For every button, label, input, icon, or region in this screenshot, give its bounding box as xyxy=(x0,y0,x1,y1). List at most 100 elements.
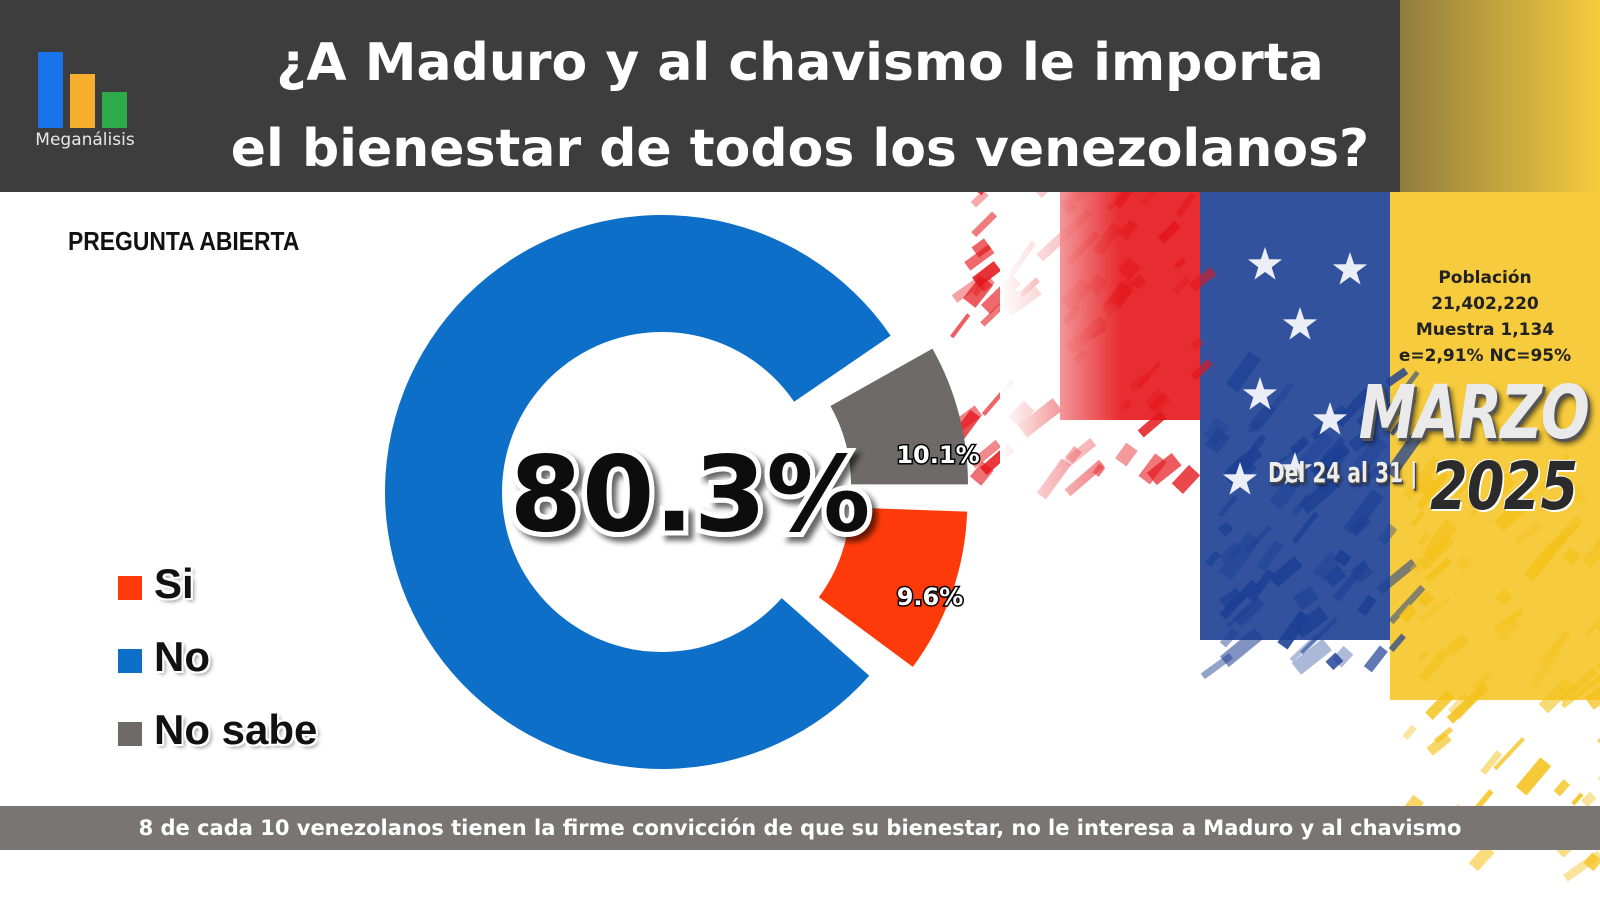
footer-bar: 8 de cada 10 venezolanos tienen la firme… xyxy=(0,806,1600,850)
flag-star xyxy=(1282,307,1318,340)
footer-text: 8 de cada 10 venezolanos tienen la firme… xyxy=(138,816,1462,840)
flag-brush-stroke xyxy=(1117,256,1141,280)
legend-label-si: Si xyxy=(154,560,194,607)
flag-brush-stroke xyxy=(1425,540,1445,558)
flag-brush-stroke xyxy=(1157,220,1181,244)
flag-brush-stroke xyxy=(1324,565,1347,588)
flag-brush-stroke xyxy=(1376,559,1417,595)
flag-brush-stroke xyxy=(1448,458,1490,497)
flag-brush-stroke xyxy=(1417,595,1452,623)
flag-brush-stroke xyxy=(1584,678,1600,710)
flag-star xyxy=(1242,377,1278,410)
flag-brush-stroke xyxy=(1480,750,1503,776)
flag-brush-stroke xyxy=(1131,274,1147,290)
flag-brush-stroke xyxy=(971,238,992,258)
flag-brush-stroke xyxy=(1425,689,1455,720)
legend-item-no-sabe: No sabe xyxy=(118,706,378,756)
flag-brush-stroke xyxy=(1291,638,1332,675)
donut-slice-no xyxy=(384,214,891,769)
flag-brush-stroke xyxy=(1219,627,1264,668)
flag-brush-stroke xyxy=(1515,757,1552,796)
flag-brush-stroke xyxy=(1292,585,1320,611)
flag-brush-stroke xyxy=(1581,525,1600,569)
flag-brush-stroke xyxy=(1269,555,1303,588)
flag-brush-stroke xyxy=(1226,600,1256,628)
flag-brush-stroke xyxy=(964,244,995,271)
flag-brush-stroke xyxy=(1410,510,1425,527)
flag-brush-stroke xyxy=(1172,275,1191,295)
flag-brush-stroke xyxy=(978,276,995,292)
flag-brush-stroke xyxy=(1227,590,1249,609)
survey-dates: Del 24 al 31 | xyxy=(1268,456,1418,489)
flag-brush-stroke xyxy=(1390,421,1403,436)
flag-brush-stroke xyxy=(950,313,971,339)
legend-label-no: No xyxy=(154,633,210,680)
flag-brush-stroke xyxy=(1219,587,1246,612)
flag-brush-stroke xyxy=(1585,597,1600,637)
flag-brush-stroke xyxy=(972,261,1002,288)
flag-brush-stroke xyxy=(1416,471,1449,510)
flag-brush-stroke xyxy=(1245,434,1267,459)
survey-info: Población 21,402,220 Muestra 1,134 e=2,9… xyxy=(1380,265,1590,369)
flag-brush-stroke xyxy=(1119,219,1139,240)
flag-brush-stroke xyxy=(1385,434,1422,479)
flag-brush-stroke xyxy=(1219,627,1239,648)
legend-item-no: No xyxy=(118,633,378,683)
flag-brush-stroke xyxy=(1246,568,1276,602)
flag-brush-stroke xyxy=(1138,453,1167,485)
flag-brush-stroke xyxy=(1493,608,1524,633)
flag-brush-stroke xyxy=(1493,736,1525,771)
flag-brush-stroke xyxy=(1147,392,1171,415)
flag-brush-stroke xyxy=(1580,791,1597,808)
flag-brush-stroke xyxy=(1312,551,1342,582)
flag-fade xyxy=(1000,190,1120,810)
flag-brush-stroke xyxy=(1455,555,1472,572)
flag-star xyxy=(1222,462,1258,495)
flag-brush-stroke xyxy=(1495,588,1513,606)
flag-brush-stroke xyxy=(1137,410,1167,438)
flag-brush-stroke xyxy=(1402,724,1417,740)
title-line-1: ¿A Maduro y al chavismo le importa xyxy=(276,33,1324,93)
flag-brush-stroke xyxy=(1120,398,1133,411)
flag-brush-stroke xyxy=(1388,633,1406,653)
sample-size: Muestra 1,134 xyxy=(1415,320,1555,340)
flag-brush-stroke xyxy=(1402,456,1442,501)
flag-brush-stroke xyxy=(1399,604,1418,623)
flag-brush-stroke xyxy=(1495,617,1521,643)
flag-brush-stroke xyxy=(1515,491,1534,512)
flag-brush-stroke xyxy=(1205,550,1221,568)
page-title: ¿A Maduro y al chavismo le importa el bi… xyxy=(180,20,1420,192)
flag-brush-stroke xyxy=(1333,549,1352,567)
flag-brush-stroke xyxy=(1558,667,1598,704)
header-fade xyxy=(1400,0,1600,192)
flag-brush-stroke xyxy=(1171,464,1201,494)
flag-brush-stroke xyxy=(1313,446,1350,489)
flag-brush-stroke xyxy=(1175,192,1196,218)
flag-brush-stroke xyxy=(1537,453,1571,492)
population-label: Población xyxy=(1438,268,1532,288)
flag-brush-stroke xyxy=(1417,590,1435,608)
flag-brush-stroke xyxy=(1299,476,1340,514)
flag-brush-stroke xyxy=(1217,494,1238,518)
flag-brush-stroke xyxy=(1348,427,1375,453)
flag-brush-stroke xyxy=(1291,511,1319,544)
flag-brush-stroke xyxy=(1377,523,1398,546)
flag-brush-stroke xyxy=(1562,547,1581,566)
flag-brush-stroke xyxy=(1266,381,1295,416)
flag-brush-stroke xyxy=(971,211,998,238)
logo-text: Meganálisis xyxy=(35,130,135,150)
flag-brush-stroke xyxy=(1343,488,1384,537)
flag-brush-stroke xyxy=(1416,475,1438,497)
flag-brush-stroke xyxy=(1348,468,1367,489)
flag-brush-stroke xyxy=(1300,617,1338,655)
flag-brush-stroke xyxy=(1355,467,1381,488)
flag-star xyxy=(1277,452,1313,485)
flag-brush-stroke xyxy=(1188,266,1217,292)
flag-brush-stroke xyxy=(1378,391,1417,425)
flag-brush-stroke xyxy=(1538,677,1575,714)
flag-brush-stroke xyxy=(1554,495,1567,509)
flag-brush-stroke xyxy=(1146,452,1182,486)
flag-brush-stroke xyxy=(1218,541,1243,565)
flag-brush-stroke xyxy=(1205,427,1231,454)
flag-brush-stroke xyxy=(1583,852,1600,872)
